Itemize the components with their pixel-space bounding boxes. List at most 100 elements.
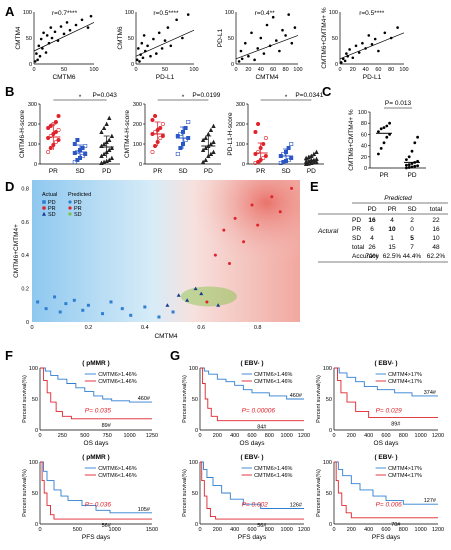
y-axis-label: CMTM6+CMTM4+ [13,224,20,278]
panel-f: ( pMMR )CMTM6>1.46%CMTM6<1.46%P= 0.03546… [22,360,158,541]
y-tick-label: 100 [323,366,332,372]
table-header: SD [407,206,416,213]
y-tick-label: 50 [326,397,332,403]
data-point-pd [405,163,408,167]
x-tick-label: 200 [213,433,222,439]
scatter-point [343,59,347,63]
data-point-sd [289,156,294,161]
y-tick-label: 300 [236,102,245,108]
data-point-sd [175,152,180,157]
y-tick-label: 50 [326,491,332,497]
scatter-point [36,58,39,62]
high-group-count: 126# [290,503,303,509]
x-tick-label: 800 [265,527,274,533]
table-cell: 48 [432,244,440,251]
scatter-plot-4: r=0.5**** PD-L1 CMTM6+CMTM4+ % 0 20 40 60 80 100… [321,7,409,81]
data-point-sd [75,138,80,143]
data-point-pr [377,130,380,134]
table-row-name: total [352,244,365,251]
data-point-pd [410,149,414,153]
legend-predicted-label: PD [74,200,82,206]
x-tick-label: 0 [32,67,35,73]
scatter-point [370,42,374,46]
scatter-point [152,37,155,41]
data-point-pr [153,144,158,149]
scatter-point [237,60,241,63]
x-axis-label: CMTM6 [52,74,75,81]
data-point-pr [160,122,165,127]
data-point-pd [211,149,216,154]
data-point-pd [211,123,216,128]
x-axis-label: CMTM4 [255,74,278,81]
x-tick-label: 200 [347,527,356,533]
y-tick-label: 50 [26,36,32,42]
x-tick-label: 100 [399,67,408,73]
data-point-pr [53,120,58,125]
dot-plot-2: 0 100 200 300 PR SD PD * P=0.0199 CMTM4-H-score [124,92,221,175]
x-tick-label: 0 [234,67,237,73]
x-tick-label: 0 [198,527,201,533]
x-tick-label: 1200 [298,433,310,439]
table-row-name: Accuracy [352,253,379,260]
data-point-pd [109,155,115,160]
panel-f-letter: F [5,348,13,363]
y-tick-label: 100 [29,460,38,466]
y-axis-label: Percent survival(%) [316,375,322,423]
legend-actual-marker [42,200,46,204]
y-tick-label: 100 [29,366,38,372]
y-tick-label: 0.8 [21,186,29,192]
scatter-point [271,15,275,19]
panel-c: 0 20 40 60 80 100 PR PD P= 0.013 CMTM6+CMTM4+ % [348,100,426,179]
table-cell: 2 [410,217,414,224]
data-point-pd [410,165,414,169]
data-point-pd [101,125,107,130]
x-tick-label: 0 [38,433,41,439]
scatter-point [149,54,152,58]
actual-sd-point [216,303,221,307]
x-axis-label: PFS days [372,534,401,541]
actual-pr-point [270,195,274,199]
km-title: ( EBV- ) [240,360,263,367]
x-tick-label: 0 [134,67,137,73]
x-tick-label: 600 [247,433,256,439]
panel-a-letter: A [5,4,15,19]
data-point-pd [405,166,408,170]
survival-curve-low [334,461,438,519]
x-tick-label: 600 [381,527,390,533]
scatter-plot-1: r=0.7**** CMTM6 CMTM4 0 50 100 0 50 100 [15,10,99,81]
survival-curve-low [334,367,438,419]
km-plot-g3: ( EBV- ) CMTM6>1.46%CMTM6<1.46% P= 0.002 12… [182,454,310,541]
actual-pd-point [64,302,68,306]
y-tick-label: 0 [329,522,332,528]
data-point-pd [109,133,115,138]
y-tick-label: 0 [231,62,234,68]
y-tick-label: 0 [364,166,367,172]
significance-star: * [79,94,82,101]
y-tick-label: 50 [332,36,338,42]
data-point-pr [46,126,51,131]
y-tick-label: 200 [28,122,37,128]
x-axis-label: OS days [240,440,266,447]
survival-curve-high [334,367,438,397]
x-tick-label: 1250 [146,433,158,439]
y-tick-label: 300 [133,102,142,108]
scatter-point [253,58,256,62]
x-axis-label: CMTM4 [154,333,177,340]
table-cell: 6 [370,226,374,233]
scatter-point [383,31,387,35]
survival-curve-low [200,461,304,520]
scatter-point [80,18,84,22]
panel-d-letter: D [5,179,14,194]
x-tick-label: 100 [293,67,302,73]
x-tick-label: 20 [245,67,251,73]
data-point-pd [407,166,411,169]
scatter-point [186,13,190,16]
actual-pr-point [278,210,282,214]
y-tick-label: 0 [35,522,38,528]
data-point-pr [153,114,158,119]
data-point-pd [413,164,417,168]
table-row-name: SD [352,235,361,242]
scatter-point [138,60,141,63]
scatter-point [240,57,244,61]
